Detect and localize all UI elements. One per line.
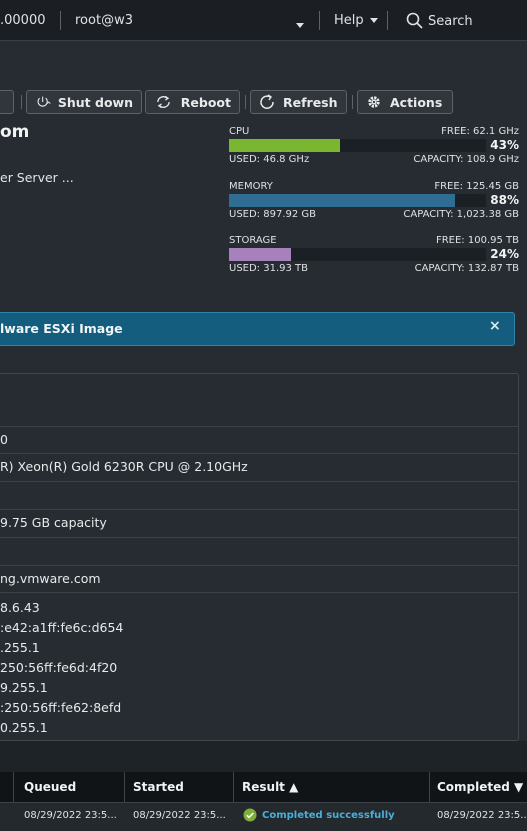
column-separator[interactable]	[233, 772, 234, 830]
cpu-usage-bar	[229, 139, 486, 152]
divider	[387, 11, 388, 30]
column-separator[interactable]	[429, 772, 430, 830]
gear-icon	[368, 96, 380, 108]
column-separator[interactable]	[124, 772, 125, 830]
refresh-icon	[260, 94, 274, 109]
top-bar	[0, 0, 527, 41]
column-header-completed[interactable]: Completed ▼	[437, 780, 524, 794]
memory-usage-bar	[229, 194, 486, 207]
cpu-usage-fill	[229, 139, 340, 152]
divider	[0, 509, 519, 510]
divider	[0, 426, 519, 427]
detail-value: 0.255.1	[0, 720, 48, 735]
storage-used: USED: 31.93 TB	[229, 263, 309, 274]
detail-value: ng.vmware.com	[0, 571, 101, 586]
divider	[0, 537, 519, 538]
help-menu[interactable]: Help	[334, 13, 378, 28]
storage-free: FREE: 100.95 TB	[435, 235, 519, 246]
divider	[0, 453, 519, 454]
cpu-percent: 43%	[490, 138, 519, 152]
chevron-down-icon	[369, 18, 378, 23]
search-button[interactable]: Search	[428, 14, 473, 29]
tasks-table-header	[0, 772, 527, 802]
user-label: root@w3	[75, 13, 133, 28]
detail-value: 0	[0, 432, 8, 447]
storage-label: STORAGE	[229, 235, 277, 246]
memory-label: MEMORY	[229, 181, 273, 192]
memory-usage-fill	[229, 194, 456, 207]
column-separator[interactable]	[13, 772, 14, 830]
success-check-icon	[243, 808, 257, 825]
toolbar-button-partial[interactable]	[0, 90, 14, 114]
reboot-button[interactable]: Reboot	[145, 90, 240, 114]
memory-capacity: CAPACITY: 1,023.38 GB	[403, 209, 519, 220]
refresh-button[interactable]: Refresh	[250, 90, 347, 114]
divider	[0, 565, 519, 566]
column-header-queued[interactable]: Queued	[24, 780, 77, 794]
divider	[0, 481, 519, 482]
banner-text: lware ESXi Image	[0, 321, 123, 336]
detail-value: 8.6.43	[0, 600, 40, 615]
cpu-label: CPU	[229, 126, 250, 137]
shut-down-label: Shut down	[57, 94, 133, 110]
detail-value: .255.1	[0, 640, 40, 655]
search-icon[interactable]	[406, 12, 423, 32]
detail-value: 9.255.1	[0, 680, 48, 695]
detail-value: R) Xeon(R) Gold 6230R CPU @ 2.10GHz	[0, 459, 248, 474]
detail-value: 250:56ff:fe6d:4f20	[0, 660, 118, 675]
divider	[21, 95, 22, 109]
actions-button[interactable]: Actions	[357, 90, 453, 114]
divider	[0, 592, 519, 593]
task-queued-time: 08/29/2022 23:5...	[24, 810, 117, 821]
host-address: .00000	[0, 13, 46, 28]
user-menu-chevron-down-icon[interactable]	[296, 18, 304, 32]
memory-free: FREE: 125.45 GB	[434, 181, 519, 192]
task-result-link[interactable]: Completed successfully	[262, 810, 395, 821]
host-model: er Server ...	[0, 170, 74, 185]
divider	[245, 95, 246, 109]
task-completed-time: 08/29/2022 23:5...	[437, 810, 527, 821]
cpu-free: FREE: 62.1 GHz	[441, 126, 519, 137]
task-started-time: 08/29/2022 23:5...	[133, 810, 226, 821]
memory-percent: 88%	[490, 193, 519, 207]
detail-value: 9.75 GB capacity	[0, 515, 107, 530]
divider	[319, 11, 320, 30]
storage-capacity: CAPACITY: 132.87 TB	[414, 263, 519, 274]
cpu-capacity: CAPACITY: 108.9 GHz	[413, 154, 519, 165]
detail-value: :250:56ff:fe62:8efd	[0, 700, 122, 715]
table-row[interactable]	[0, 802, 527, 831]
column-header-started[interactable]: Started	[133, 780, 184, 794]
close-icon[interactable]: ×	[489, 318, 501, 334]
actions-label: Actions	[390, 94, 443, 110]
storage-usage-fill	[229, 248, 291, 261]
reboot-label: Reboot	[180, 94, 231, 110]
divider	[60, 11, 61, 30]
refresh-label: Refresh	[283, 94, 338, 110]
shut-down-button[interactable]: Shut down	[26, 90, 142, 114]
host-name: om	[0, 122, 30, 142]
divider	[352, 95, 353, 109]
info-banner	[0, 312, 515, 346]
hardware-details-panel	[0, 373, 519, 741]
storage-percent: 24%	[490, 247, 519, 261]
column-header-result[interactable]: Result ▲	[242, 780, 299, 794]
detail-value: :e42:a1ff:fe6c:d654	[0, 620, 124, 635]
storage-usage-bar	[229, 248, 486, 261]
power-icon	[37, 96, 51, 107]
cpu-used: USED: 46.8 GHz	[229, 154, 310, 165]
reboot-icon	[157, 95, 170, 109]
memory-used: USED: 897.92 GB	[229, 209, 317, 220]
